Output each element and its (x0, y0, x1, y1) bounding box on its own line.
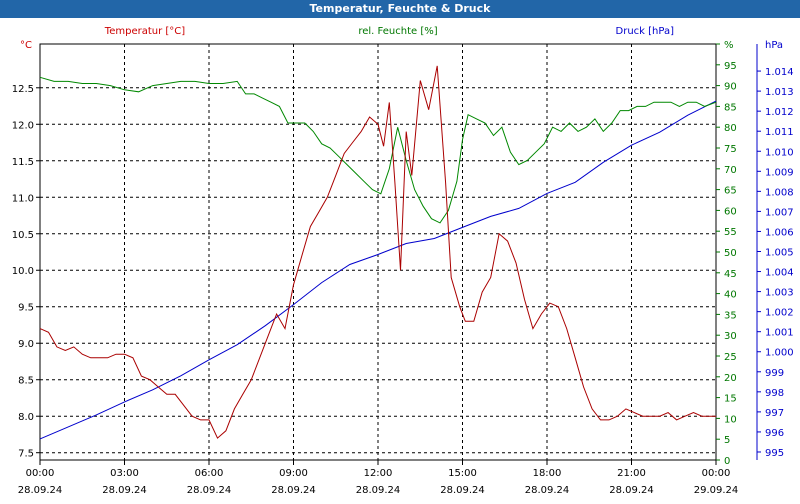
humidity-tick-label: 30 (724, 331, 737, 342)
humidity-axis: 0 5 10 15 20 25 30 35 40 45 50 55 60 65 70 75 80 85 90 95% (716, 40, 737, 467)
series-line-temperature (39, 65, 716, 439)
grid (39, 43, 717, 461)
pressure-tick-label: 997 (765, 408, 784, 419)
humidity-tick-label: 5 (724, 435, 730, 446)
pressure-tick-label: 1.001 (765, 328, 794, 339)
pressure-tick-label: 1.013 (765, 87, 794, 98)
time-axis: 00:00 28.09.24 03:00 28.09.24 06:00 28.09.24 0… (18, 460, 739, 496)
humidity-tick-label: 40 (724, 290, 737, 301)
humidity-tick-label: 50 (724, 248, 737, 259)
pressure-tick-label: 1.002 (765, 308, 794, 319)
x-tick-time: 09:00 (279, 468, 308, 479)
chart-area: 7.5 8.0 8.5 9.0 9.5 10.0 10.5 11.0 11.5 12.0 12.5 °… (0, 18, 800, 500)
humidity-tick-label: 45 (724, 269, 737, 280)
pressure-tick-label: 1.010 (765, 147, 794, 158)
pressure-tick-label: 1.014 (765, 67, 794, 78)
chart-title: Temperatur, Feuchte & Druck (0, 0, 800, 18)
temperature-tick-label: 12.5 (12, 84, 34, 95)
pressure-tick-label: 1.000 (765, 348, 794, 359)
humidity-tick-label: 70 (724, 165, 737, 176)
x-tick-date: 28.09.24 (525, 485, 570, 496)
x-tick-date: 28.09.24 (609, 485, 654, 496)
x-tick-time: 18:00 (533, 468, 562, 479)
humidity-tick-label: 85 (724, 102, 737, 113)
humidity-tick-label: 95 (724, 61, 737, 72)
humidity-tick-label: 65 (724, 186, 737, 197)
humidity-tick-label: 10 (724, 414, 737, 425)
temperature-tick-label: 8.5 (18, 376, 34, 387)
pressure-axis: 995 996 997 998 999 1.000 1.001 1.002 1.003 1.004… (756, 40, 794, 460)
x-tick-time: 21:00 (617, 468, 646, 479)
temperature-tick-label: 11.5 (12, 157, 34, 168)
pressure-tick-label: 999 (765, 368, 784, 379)
x-tick-time: 15:00 (448, 468, 477, 479)
series-line-humidity (39, 76, 717, 224)
x-tick-date: 28.09.24 (440, 485, 485, 496)
humidity-tick-label: 25 (724, 352, 737, 363)
humidity-tick-label: 15 (724, 394, 737, 405)
temperature-tick-label: 12.0 (12, 120, 34, 131)
humidity-tick-label: 35 (724, 310, 737, 321)
pressure-tick-label: 1.005 (765, 247, 794, 258)
temperature-axis: 7.5 8.0 8.5 9.0 9.5 10.0 10.5 11.0 11.5 12.0 12.5 °… (12, 40, 40, 460)
temperature-tick-label: 7.5 (18, 449, 34, 460)
temperature-tick-label: 8.0 (18, 412, 34, 423)
pressure-tick-label: 1.004 (765, 268, 794, 279)
humidity-tick-label: 55 (724, 227, 737, 238)
pressure-unit: hPa (765, 40, 783, 51)
temperature-tick-label: 10.5 (12, 230, 34, 241)
x-tick-time: 00:00 (702, 468, 731, 479)
line-chart: 7.5 8.0 8.5 9.0 9.5 10.0 10.5 11.0 11.5 12.0 12.5 °… (12, 26, 794, 496)
x-tick-date: 28.09.24 (187, 485, 232, 496)
humidity-tick-label: 75 (724, 144, 737, 155)
humidity-tick-label: 90 (724, 82, 737, 93)
humidity-tick-label: 20 (724, 373, 737, 384)
legend-temperature: Temperatur [°C] (104, 26, 185, 37)
pressure-tick-label: 1.012 (765, 107, 794, 118)
pressure-tick-label: 1.006 (765, 227, 794, 238)
legend-humidity: rel. Feuchte [%] (358, 26, 437, 37)
series-line-pressure (39, 100, 717, 440)
legend: Temperatur [°C] rel. Feuchte [%] Druck [hP… (104, 26, 674, 37)
humidity-unit: % (724, 40, 734, 51)
x-tick-time: 03:00 (110, 468, 139, 479)
humidity-tick-label: 0 (724, 456, 730, 467)
series-layer (39, 65, 717, 440)
x-tick-date: 28.09.24 (102, 485, 147, 496)
temperature-tick-label: 9.0 (18, 339, 34, 350)
x-tick-time: 12:00 (364, 468, 393, 479)
pressure-tick-label: 1.011 (765, 127, 794, 138)
x-tick-date: 28.09.24 (271, 485, 316, 496)
x-tick-date: 28.09.24 (356, 485, 401, 496)
temperature-tick-label: 9.5 (18, 303, 34, 314)
x-tick-date: 29.09.24 (694, 485, 739, 496)
pressure-tick-label: 1.007 (765, 207, 794, 218)
pressure-tick-label: 1.008 (765, 187, 794, 198)
humidity-tick-label: 80 (724, 123, 737, 134)
pressure-tick-label: 1.009 (765, 167, 794, 178)
temperature-unit: °C (20, 40, 32, 51)
pressure-tick-label: 995 (765, 448, 784, 459)
humidity-tick-label: 60 (724, 206, 737, 217)
pressure-tick-label: 996 (765, 428, 784, 439)
x-tick-time: 06:00 (195, 468, 224, 479)
pressure-tick-label: 998 (765, 388, 784, 399)
x-tick-time: 00:00 (26, 468, 55, 479)
legend-pressure: Druck [hPa] (616, 26, 675, 37)
temperature-tick-label: 11.0 (12, 193, 34, 204)
pressure-tick-label: 1.003 (765, 288, 794, 299)
temperature-tick-label: 10.0 (12, 266, 34, 277)
x-tick-date: 28.09.24 (18, 485, 63, 496)
